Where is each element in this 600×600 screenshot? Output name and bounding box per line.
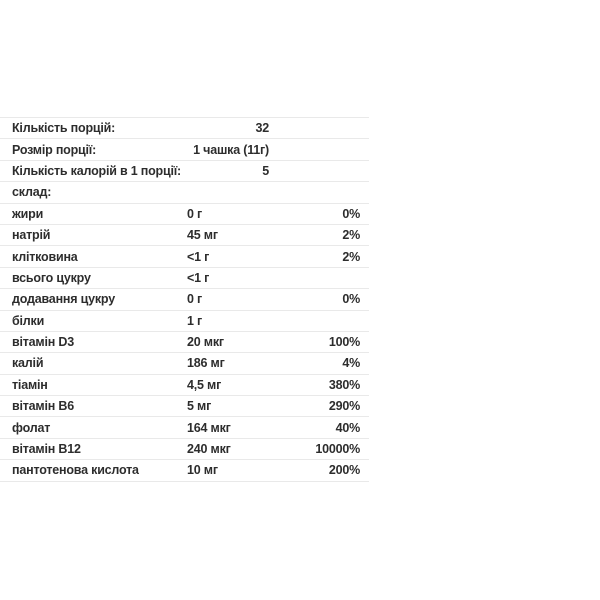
table-row-pantothenic-acid: пантотенова кислота 10 мг 200% (0, 460, 369, 482)
row-value: 32 (255, 121, 269, 136)
table-row-calories: Кількість калорій в 1 порції: 5 (0, 161, 369, 183)
nutrient-dv: 2% (342, 249, 360, 264)
nutrient-dv: 380% (328, 377, 360, 392)
row-label: Кількість калорій в 1 порції: (12, 163, 182, 178)
nutrient-label: тіамін (12, 377, 48, 392)
table-row-total-sugars: всього цукру <1 г (0, 268, 369, 290)
row-value: 5 (262, 163, 269, 178)
nutrient-label: всього цукру (12, 270, 91, 285)
nutrient-label: білки (12, 313, 45, 328)
section-header-label: склад: (12, 185, 52, 200)
nutrient-label: пантотенова кислота (12, 463, 139, 478)
nutrient-amount: 0 г (187, 292, 203, 307)
table-row-vitamin-b6: вітамін B6 5 мг 290% (0, 396, 369, 418)
nutrient-amount: 0 г (187, 206, 203, 221)
row-label: Кількість порцій: (12, 121, 116, 136)
table-row-potassium: калій 186 мг 4% (0, 353, 369, 375)
nutrient-dv: 200% (328, 463, 360, 478)
nutrient-label: натрій (12, 228, 51, 243)
nutrition-facts-table: Кількість порцій: 32 Розмір порції: 1 ча… (0, 117, 369, 482)
nutrient-amount: 164 мкг (187, 420, 231, 435)
nutrient-amount: <1 г (187, 249, 210, 264)
nutrient-amount: 20 мкг (187, 335, 224, 350)
nutrient-label: вітамін B6 (12, 399, 74, 414)
row-value: 1 чашка (11г) (193, 142, 269, 157)
nutrient-amount: 186 мг (187, 356, 225, 371)
table-row-servings: Кількість порцій: 32 (0, 118, 369, 140)
nutrient-label: додавання цукру (12, 292, 115, 307)
table-row-vitamin-d3: вітамін D3 20 мкг 100% (0, 332, 369, 354)
nutrient-dv: 100% (328, 335, 360, 350)
nutrient-label: фолат (12, 420, 51, 435)
table-row-protein: білки 1 г (0, 311, 369, 332)
row-label: Розмір порції: (12, 142, 97, 157)
nutrient-dv: 0% (342, 206, 360, 221)
nutrient-dv: 2% (342, 228, 360, 243)
nutrient-amount: 10 мг (187, 463, 218, 478)
section-header-row: склад: (0, 182, 369, 204)
nutrient-label: клітковина (12, 249, 78, 264)
nutrient-label: жири (12, 206, 44, 221)
nutrient-dv: 10000% (315, 442, 360, 457)
nutrient-amount: 4,5 мг (187, 377, 222, 392)
nutrient-dv: 0% (342, 292, 360, 307)
nutrient-amount: <1 г (187, 270, 210, 285)
table-row-folate: фолат 164 мкг 40% (0, 417, 369, 439)
nutrient-label: вітамін B12 (12, 442, 81, 457)
nutrient-amount: 240 мкг (187, 442, 231, 457)
nutrient-label: калій (12, 356, 44, 371)
nutrient-amount: 45 мг (187, 228, 218, 243)
nutrient-dv: 4% (342, 356, 360, 371)
nutrient-label: вітамін D3 (12, 335, 74, 350)
nutrient-dv: 40% (335, 420, 361, 435)
table-row-serving-size: Розмір порції: 1 чашка (11г) (0, 139, 369, 161)
table-row-sodium: натрій 45 мг 2% (0, 225, 369, 247)
table-row-fiber: клітковина <1 г 2% (0, 246, 369, 268)
table-row-thiamin: тіамін 4,5 мг 380% (0, 375, 369, 397)
nutrient-amount: 1 г (187, 313, 203, 328)
nutrient-amount: 5 мг (187, 399, 212, 414)
nutrient-dv: 290% (328, 399, 360, 414)
table-row-added-sugars: додавання цукру 0 г 0% (0, 289, 369, 311)
table-row-fat: жири 0 г 0% (0, 204, 369, 225)
table-row-vitamin-b12: вітамін B12 240 мкг 10000% (0, 439, 369, 461)
